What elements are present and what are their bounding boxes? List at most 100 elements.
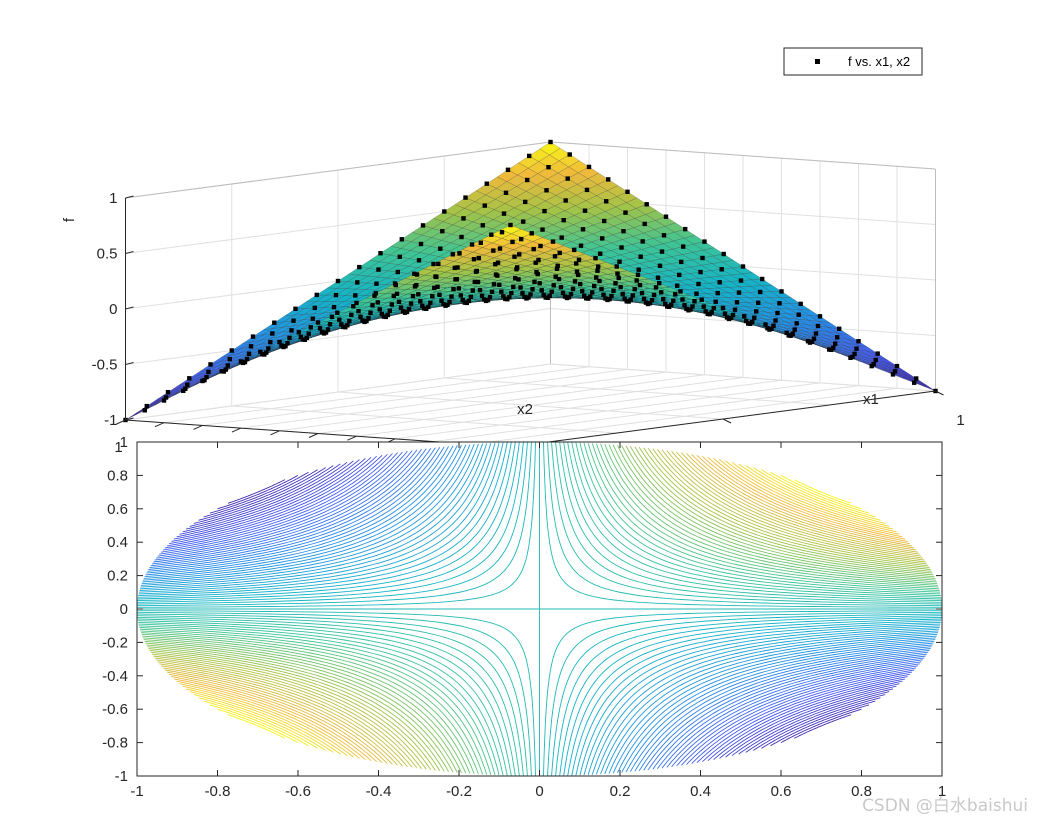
data-point — [510, 239, 515, 245]
data-point — [223, 367, 228, 372]
contour-line — [209, 471, 309, 514]
data-point — [438, 246, 443, 251]
data-point — [379, 311, 384, 317]
data-point — [376, 267, 381, 272]
data-point — [432, 285, 437, 290]
data-point — [526, 295, 531, 300]
contour-line — [137, 620, 512, 776]
data-point — [542, 208, 547, 214]
contour-line — [547, 441, 942, 607]
data-point — [548, 139, 553, 145]
data-point — [560, 290, 566, 296]
contour-line — [595, 632, 939, 775]
contour-line — [761, 469, 876, 518]
data-point — [435, 284, 440, 289]
data-point — [565, 176, 570, 181]
data-point — [651, 292, 657, 298]
data-point — [298, 334, 303, 340]
data-point — [418, 241, 424, 247]
data-point — [366, 315, 371, 321]
contour-line — [227, 479, 285, 504]
contour-line — [140, 632, 484, 775]
contour-line — [142, 635, 475, 774]
data-point — [225, 363, 230, 368]
data-point — [734, 300, 740, 305]
contour-line — [707, 456, 906, 540]
contour-line — [179, 683, 360, 759]
data-point — [539, 288, 544, 293]
data-point — [489, 289, 495, 294]
data-point — [811, 336, 817, 341]
data-point — [491, 282, 497, 287]
contour-line — [681, 667, 917, 766]
data-point — [310, 316, 315, 321]
data-point — [404, 309, 410, 315]
data-point — [397, 254, 402, 259]
contour-line — [666, 450, 922, 557]
data-point — [576, 257, 582, 262]
data-point — [580, 288, 585, 294]
contour-line — [179, 459, 360, 535]
y-tick-label: -0.8 — [102, 735, 128, 752]
data-point — [574, 269, 580, 274]
data-point — [499, 289, 504, 294]
data-point — [161, 398, 167, 403]
contour-plot-ticks: -1 -0.8 -0.6 -0.4 -0.2 0 0.2 0.4 0.6 0.8 110.80.60… — [102, 434, 946, 800]
data-point — [559, 235, 564, 240]
contour-line — [156, 449, 418, 559]
data-point — [414, 272, 420, 277]
contour-line — [555, 615, 942, 776]
x-tick-label: -0.4 — [366, 783, 392, 800]
data-point — [563, 198, 568, 203]
contour-line — [151, 653, 432, 771]
x-tick-label: 0.2 — [610, 783, 631, 800]
data-point — [431, 261, 436, 267]
contour-line — [209, 704, 309, 747]
data-point — [449, 294, 454, 299]
data-point — [323, 330, 329, 335]
contour-line — [166, 454, 388, 547]
data-point — [410, 293, 416, 299]
y-tick-label: 0.4 — [107, 534, 128, 551]
data-point — [293, 306, 298, 311]
contour-line — [761, 700, 876, 749]
data-point — [635, 272, 641, 277]
data-point — [528, 292, 533, 297]
tick-mark — [722, 418, 732, 424]
data-point — [750, 319, 755, 325]
data-point — [611, 288, 616, 293]
data-point — [325, 327, 331, 332]
data-point — [512, 254, 517, 259]
x-tick-label: -0.2 — [446, 783, 472, 800]
data-point — [678, 289, 683, 294]
data-point — [586, 164, 592, 170]
contour-line — [138, 442, 508, 597]
data-point — [570, 286, 576, 292]
contour-line — [171, 676, 377, 763]
contour-line — [193, 465, 334, 524]
contour-line — [138, 621, 508, 776]
data-point — [503, 190, 509, 195]
data-point — [576, 272, 581, 278]
contour-line — [182, 460, 354, 533]
contour-line — [137, 442, 524, 603]
data-point — [720, 305, 726, 311]
contour-line — [555, 442, 942, 603]
contour-line — [634, 648, 931, 772]
data-point — [474, 268, 479, 274]
contour-line — [583, 442, 940, 591]
data-point — [642, 221, 647, 227]
y-tick-label: -0.2 — [102, 634, 128, 651]
z-tick-label: -1 — [104, 412, 117, 429]
contour-line — [567, 620, 942, 776]
box-edge — [125, 141, 551, 199]
data-point — [784, 330, 789, 336]
y-tick-label: -0.6 — [102, 701, 128, 718]
data-point — [370, 303, 375, 308]
data-point — [480, 223, 485, 228]
data-point — [594, 275, 599, 280]
contour-line — [770, 471, 870, 514]
contour-line — [691, 454, 913, 547]
contour-line — [551, 613, 942, 776]
legend-entry: f vs. x1, x2 — [848, 54, 910, 69]
